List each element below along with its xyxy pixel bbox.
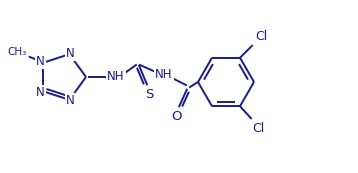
Text: NH: NH	[155, 69, 173, 81]
Text: O: O	[171, 110, 181, 122]
Text: N: N	[66, 94, 75, 107]
Text: S: S	[145, 88, 153, 101]
Text: N: N	[36, 86, 45, 99]
Text: Cl: Cl	[252, 122, 264, 135]
Text: Cl: Cl	[255, 30, 267, 43]
Text: NH: NH	[107, 70, 125, 83]
Text: CH₃: CH₃	[7, 47, 26, 57]
Text: N: N	[66, 47, 75, 60]
Text: N: N	[36, 55, 45, 68]
